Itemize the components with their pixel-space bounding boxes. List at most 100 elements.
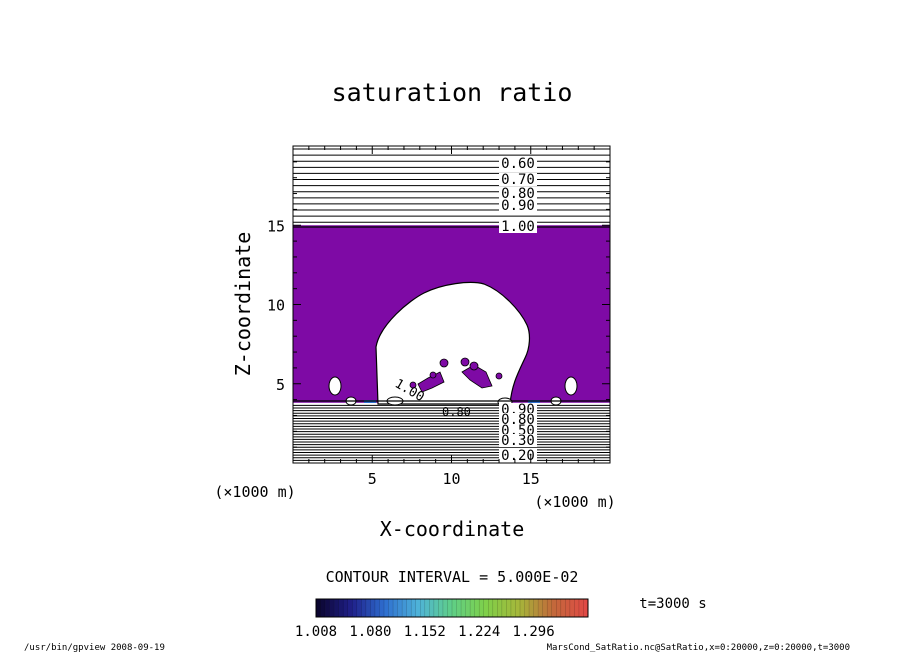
contour-label-bg (499, 413, 537, 426)
colorbar-segment (424, 599, 430, 617)
colorbar-segment (320, 599, 326, 617)
colorbar-segment (447, 599, 453, 617)
chart-title: saturation ratio (332, 78, 573, 107)
colorbar-segment (347, 599, 353, 617)
cloud-blob (328, 376, 342, 396)
y-tick-label: 5 (276, 376, 285, 394)
x-unit-label: (×1000 m) (214, 483, 295, 501)
colorbar-segment (479, 599, 485, 617)
contour-interval: CONTOUR INTERVAL = 5.000E-02 (326, 568, 579, 586)
colorbar-segment (497, 599, 503, 617)
upper-contour-lines (293, 148, 610, 223)
colorbar-segment (574, 599, 580, 617)
colorbar-tick-labels: 1.008 1.080 1.152 1.224 1.296 (295, 624, 555, 640)
upper-contour-label: 1.00 (501, 219, 535, 235)
colorbar-segment (411, 599, 417, 617)
cloud-dome (375, 281, 531, 405)
purple-cells (409, 357, 503, 393)
x-tick-label: 5 (368, 470, 377, 488)
colorbar-segment (384, 599, 389, 617)
contour-label-bg (499, 434, 537, 447)
colorbar-segment (524, 599, 530, 617)
colorbar-segment (343, 599, 349, 617)
colorbar-tick-label: 1.080 (349, 624, 391, 640)
contour-label-bg (499, 449, 537, 462)
contour-label-bg (499, 403, 537, 416)
interior-contour-label: 0.80 (442, 405, 471, 419)
colorbar-segment (452, 599, 457, 617)
contour-label-bg (499, 220, 537, 233)
colorbar-segment (465, 599, 471, 617)
footer-left: /usr/bin/gpview 2008-09-19 (24, 643, 165, 653)
x-tick-label: 10 (442, 470, 460, 488)
contour-label-bg (499, 157, 537, 170)
axis-ticks (293, 146, 610, 463)
colorbar (315, 599, 589, 617)
x-axis-label: X-coordinate (380, 517, 525, 541)
colorbar-segment (474, 599, 480, 617)
colorbar-segment (361, 599, 367, 617)
colorbar-segment (547, 599, 553, 617)
colorbar-segment (560, 599, 566, 617)
y-tick-label: 10 (267, 297, 285, 315)
contour-field (293, 146, 610, 463)
purple-cell (469, 361, 479, 371)
purple-cell (409, 381, 417, 389)
y-tick-label: 15 (267, 217, 285, 235)
colorbar-segment (542, 599, 548, 617)
colorbar-segment (470, 599, 475, 617)
colorbar-tick-label: 1.224 (458, 624, 500, 640)
colorbar-segment (397, 599, 403, 617)
colorbar-tick-label: 1.152 (404, 624, 446, 640)
colorbar-tick-label: 1.296 (513, 624, 555, 640)
colorbar-segment (329, 599, 335, 617)
purple-cell (417, 371, 445, 393)
footer-right: MarsCond_SatRatio.nc@SatRatio,x=0:20000,… (546, 643, 850, 653)
colorbar-segment (501, 599, 507, 617)
x-tick-label: 15 (522, 470, 540, 488)
colorbar-segment (533, 599, 539, 617)
colorbar-segment (352, 599, 358, 617)
colorbar-segment (356, 599, 362, 617)
contour-label-bg (499, 173, 537, 186)
colorbar-segment (492, 599, 498, 617)
upper-contour-label: 0.70 (501, 172, 535, 188)
contour-label-bg (499, 199, 537, 212)
colorbar-segment (365, 599, 371, 617)
colorbar-segment (415, 599, 421, 617)
contour-label-bg (499, 424, 537, 437)
colorbar-segment (338, 599, 344, 617)
colorbar-segment (510, 599, 516, 617)
colorbar-segment (402, 599, 407, 617)
x-unit-label-right: (×1000 m) (534, 493, 615, 511)
colorbar-segment (556, 599, 562, 617)
upper-contour-label: 0.80 (501, 186, 535, 202)
axis-tick-labels: 5 10 15 5 10 15 (267, 217, 540, 488)
colorbar-segment (520, 599, 525, 617)
lower-contour-lines (293, 404, 610, 461)
colorbar-tick-label: 1.008 (295, 624, 337, 640)
lower-contour-label: 0.20 (501, 448, 535, 464)
colorbar-segment (325, 599, 330, 617)
y-axis-label: Z-coordinate (231, 232, 255, 377)
contour-label-bg (499, 187, 537, 200)
colorbar-segment (583, 599, 589, 617)
colorbar-segment (551, 599, 557, 617)
colorbar-segment (379, 599, 385, 617)
colorbar-segment (334, 599, 339, 617)
lower-contour-label: 0.30 (501, 433, 535, 449)
purple-cell (429, 371, 437, 379)
colorbar-segment (429, 599, 435, 617)
time-label: t=3000 s (639, 596, 706, 612)
colorbar-segment (393, 599, 398, 617)
colorbar-segment (456, 599, 462, 617)
colorbar-segment (569, 599, 575, 617)
colorbar-segment (538, 599, 543, 617)
colorbar-segment (506, 599, 512, 617)
colorbar-segment (565, 599, 571, 617)
colorbar-segment (488, 599, 494, 617)
boundary-contour (293, 226, 610, 402)
colorbar-segment (433, 599, 439, 617)
colorbar-segment (461, 599, 466, 617)
